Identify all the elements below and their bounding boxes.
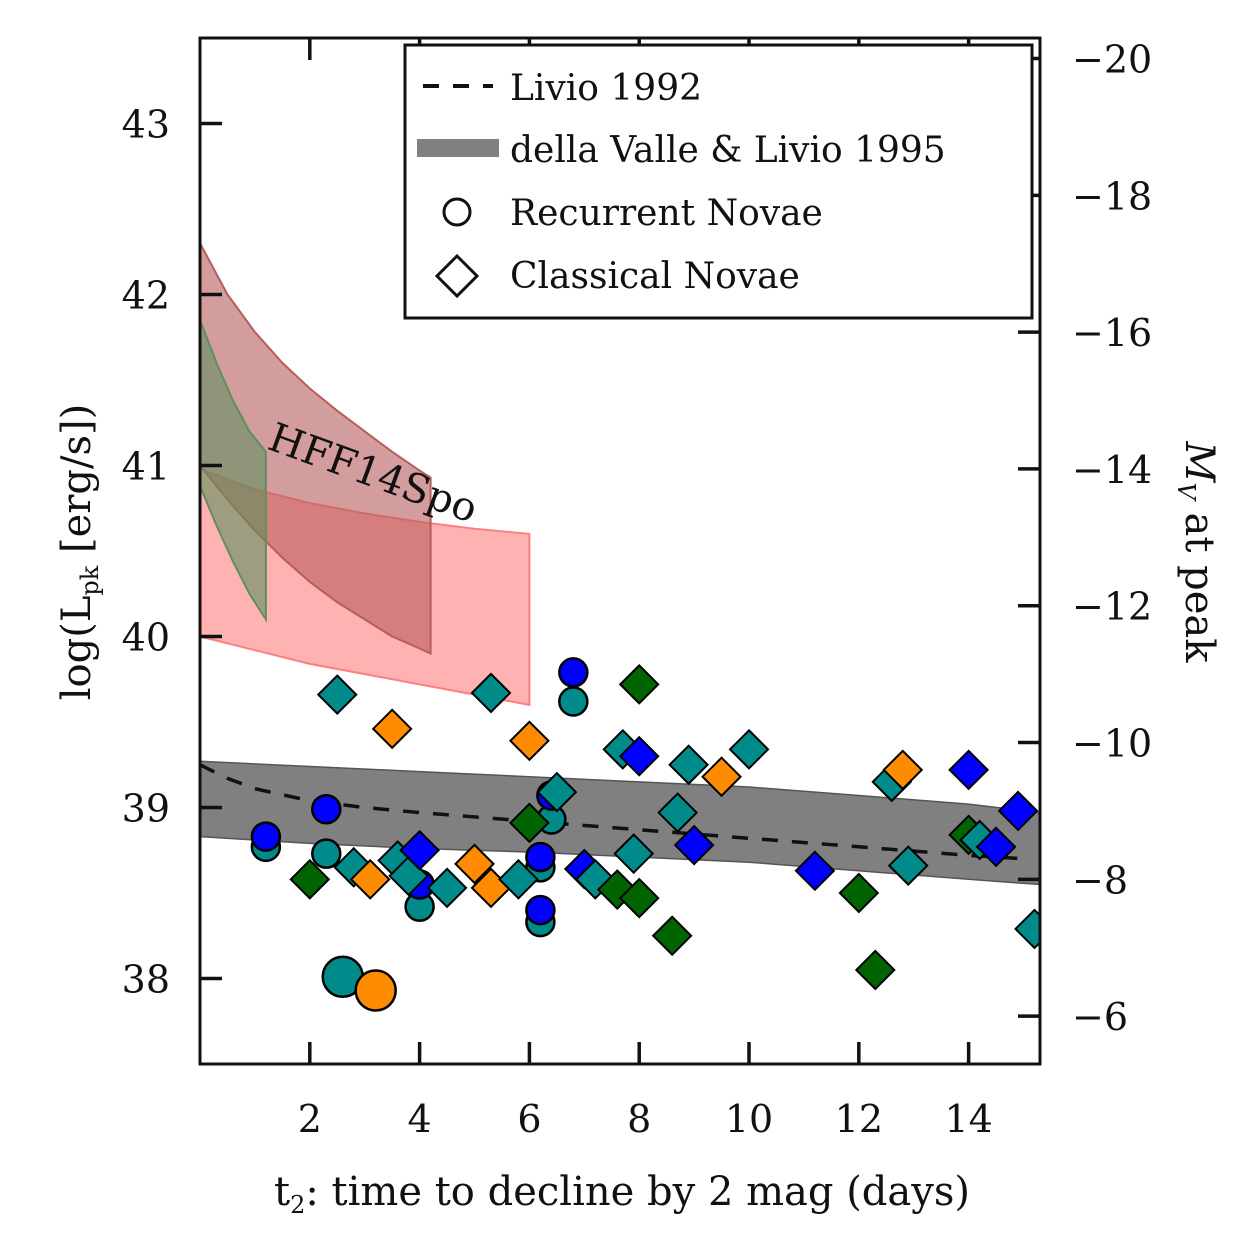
classical-nova-point-9 — [454, 843, 495, 885]
classical-nova-point-0 — [289, 858, 331, 900]
classical-nova-point-21 — [618, 735, 660, 777]
y2-tick-label--12: −12 — [1072, 585, 1152, 629]
classical-nova-point-22 — [618, 663, 660, 705]
x-axis-label-rest: : time to decline by 2 mag (days) — [305, 1169, 970, 1215]
y2-tick-label--16: −16 — [1072, 311, 1152, 355]
legend-label-della-valle: della Valle & Livio 1995 — [510, 130, 946, 171]
y2-tick-label--20: −20 — [1072, 38, 1152, 82]
legend-circle-marker-icon — [442, 197, 472, 227]
x-tick-label-10: 10 — [725, 1097, 773, 1141]
x-tick-label-6: 6 — [517, 1097, 541, 1141]
y2-tick-label--8: −8 — [1072, 858, 1128, 902]
classical-nova-point-41 — [1014, 908, 1040, 950]
classical-nova-point-30 — [794, 850, 836, 892]
y-axis-ticks: 38 39 40 41 42 43 — [122, 103, 222, 1002]
recurrent-nova-point-15 — [558, 657, 589, 688]
classical-nova-point-29 — [728, 728, 770, 770]
y2-tick-label--14: −14 — [1072, 448, 1152, 492]
classical-nova-point-8 — [426, 867, 468, 909]
classical-nova-point-14 — [508, 720, 550, 762]
classical-nova-point-32 — [854, 949, 896, 991]
data-region-layer — [200, 242, 531, 707]
y-axis-label-main: log(L — [54, 596, 100, 701]
y-axis-label-sub: pk — [76, 565, 104, 595]
classical-nova-point-13 — [508, 802, 550, 844]
x-tick-label-4: 4 — [408, 1097, 432, 1141]
classical-nova-point-39 — [975, 826, 1017, 868]
y2-tick-label--18: −18 — [1072, 174, 1152, 218]
x-axis-label-main: t — [274, 1169, 290, 1215]
classical-nova-point-15 — [536, 771, 578, 813]
classical-nova-point-31 — [838, 872, 880, 914]
x-tick-label-8: 8 — [627, 1097, 651, 1141]
recurrent-nova-point-14 — [558, 686, 589, 717]
classical-nova-point-36 — [948, 749, 990, 791]
y2-axis-label: MV at peak — [1172, 440, 1222, 663]
classical-nova-point-20 — [613, 833, 655, 875]
classical-nova-point-4 — [371, 708, 413, 750]
x-axis-label-sub: 2 — [290, 1191, 305, 1219]
classical-nova-point-11 — [470, 672, 512, 714]
recurrent-nova-point-1 — [250, 821, 282, 852]
legend-frame — [403, 43, 1034, 320]
classical-nova-point-27 — [673, 824, 715, 866]
livio-1992-line — [200, 763, 1024, 861]
classical-nova-point-34 — [882, 749, 924, 791]
y-tick-label-41: 41 — [122, 445, 170, 489]
classical-nova-point-7 — [399, 829, 441, 871]
y-tick-label-42: 42 — [122, 274, 170, 318]
y-tick-label-39: 39 — [122, 787, 170, 831]
classical-nova-point-28 — [701, 756, 742, 798]
legend: Livio 1992 della Valle & Livio 1995 Recu… — [403, 43, 1034, 320]
classical-nova-point-23 — [618, 877, 660, 919]
y2-tick-label--6: −6 — [1072, 995, 1128, 1039]
recurrent-nova-point-2 — [311, 793, 342, 825]
classical-nova-point-35 — [887, 845, 929, 887]
classical-nova-point-24 — [651, 915, 693, 957]
classical-nova-point-26 — [668, 744, 710, 786]
x-axis-label: t2: time to decline by 2 mag (days) — [274, 1169, 970, 1219]
recurrent-nova-point-5 — [354, 969, 397, 1012]
y-tick-label-38: 38 — [122, 958, 170, 1002]
x-tick-label-12: 12 — [835, 1097, 883, 1141]
x-axis-ticks: 2 4 6 8 10 12 14 — [298, 38, 993, 1141]
classical-nova-point-40 — [997, 790, 1039, 832]
y-tick-label-40: 40 — [122, 616, 170, 660]
y2-tick-label--10: −10 — [1072, 722, 1152, 766]
recurrent-nova-point-9 — [525, 894, 556, 926]
y-axis-label: log(Lpk [erg/s]) — [54, 404, 104, 701]
classical-nova-point-3 — [349, 858, 391, 900]
legend-label-livio-1992: Livio 1992 — [510, 68, 702, 109]
plot-frame — [198, 36, 1042, 1066]
legend-diamond-marker-icon — [434, 253, 480, 299]
marker-layer — [250, 657, 1040, 1012]
y-axis-label-rest: [erg/s]) — [54, 404, 100, 566]
classical-nova-point-12 — [498, 858, 539, 900]
legend-label-classical-novae: Classical Novae — [510, 256, 800, 297]
x-tick-label-2: 2 — [298, 1097, 322, 1141]
y-tick-label-43: 43 — [122, 103, 170, 147]
recurrent-nova-point-3 — [311, 838, 342, 869]
recurrent-nova-point-11 — [525, 841, 556, 873]
x-tick-label-14: 14 — [944, 1097, 992, 1141]
y2-axis-label-sub: V — [1172, 482, 1200, 502]
classical-nova-point-25 — [657, 792, 699, 834]
y2-axis-label-main: M — [1176, 440, 1222, 483]
y2-axis-label-rest: at peak — [1176, 500, 1222, 663]
classical-nova-point-1 — [316, 674, 358, 716]
y2-axis-ticks: −6 −8 −10 −12 −14 −16 −18 −20 — [1018, 38, 1152, 1039]
legend-label-recurrent-novae: Recurrent Novae — [510, 193, 823, 234]
data-region-4 — [200, 319, 267, 623]
